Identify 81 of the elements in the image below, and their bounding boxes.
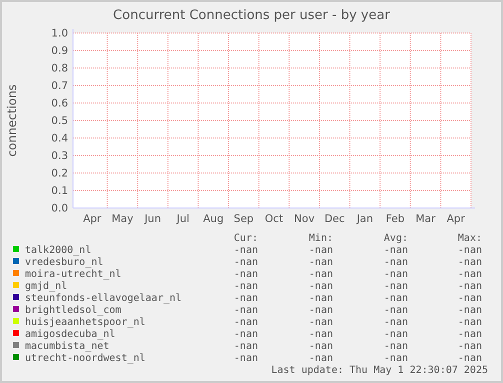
chart-title: Concurrent Connections per user - by year: [113, 8, 391, 23]
y-tick-label: 0.5: [51, 115, 68, 128]
x-tick-label: Mar: [416, 213, 436, 225]
text: -nan: [458, 269, 482, 280]
text: -nan: [384, 269, 408, 280]
legend-label: talk2000_nl: [25, 245, 92, 256]
legend-label: steunfonds-ellavogelaar_nl: [25, 293, 182, 304]
x-tick-label: Jun: [144, 213, 161, 225]
text: -nan: [234, 257, 258, 268]
text: -nan: [308, 317, 333, 328]
text: -nan: [308, 293, 333, 304]
text: -nan: [308, 281, 333, 292]
text: -nan: [458, 293, 482, 304]
y-tick-label: 0.6: [51, 98, 68, 110]
text: -nan: [384, 245, 408, 256]
y-tick-label: 1.0: [51, 28, 68, 40]
legend-label: moira-utrecht_nl: [25, 269, 122, 280]
x-tick-label: Apr: [83, 213, 102, 225]
text: -nan: [234, 269, 258, 280]
y-tick-label: 0.1: [51, 185, 68, 198]
legend-label: utrecht-noordwest_nl: [25, 353, 146, 364]
text: -nan: [308, 269, 333, 280]
text: -nan: [384, 305, 408, 316]
y-axis-title: connections: [5, 84, 19, 157]
text: -nan: [384, 257, 408, 268]
text: -nan: [308, 245, 333, 256]
text: -nan: [384, 317, 408, 328]
text: -nan: [458, 305, 482, 316]
text: -nan: [234, 353, 258, 364]
text: -nan: [234, 329, 258, 340]
legend-label: amigosdecuba_nl: [25, 329, 116, 340]
text: Max:: [458, 233, 482, 244]
text: -nan: [308, 305, 333, 316]
text: -nan: [458, 329, 482, 340]
x-tick-label: Sep: [234, 213, 254, 225]
text: -nan: [308, 329, 333, 340]
text: -nan: [234, 293, 258, 304]
x-tick-label: May: [112, 213, 134, 225]
legend-label: vredesburo_nl: [25, 257, 104, 268]
text: -nan: [308, 341, 333, 352]
text: -nan: [384, 281, 408, 292]
text: -nan: [384, 329, 408, 340]
text: -nan: [384, 353, 408, 364]
text: -nan: [308, 353, 333, 364]
y-tick-label: 0.4: [51, 132, 68, 145]
legend-label: macumbista_net: [25, 341, 110, 352]
text: -nan: [234, 341, 258, 352]
x-tick-label: Feb: [386, 213, 405, 225]
y-tick-label: 0.9: [51, 45, 68, 58]
text: -nan: [458, 281, 482, 292]
text: -nan: [458, 257, 482, 268]
y-tick-label: 0.3: [51, 150, 68, 162]
text: -nan: [384, 341, 408, 352]
x-tick-label: Oct: [264, 213, 284, 225]
x-tick-label: Jan: [356, 213, 374, 225]
text: -nan: [234, 305, 258, 316]
legend-label: gmjd_nl: [25, 281, 68, 292]
text: -nan: [384, 293, 408, 304]
text: -nan: [234, 245, 258, 256]
legend-label: brightledsol_com: [25, 305, 122, 316]
text: -nan: [308, 257, 333, 268]
x-tick-label: Apr: [446, 213, 466, 225]
x-tick-label: Jul: [176, 213, 190, 225]
legend-label: huisjeaanhetspoor_nl: [25, 317, 146, 328]
x-tick-label: Dec: [324, 213, 345, 225]
x-tick-label: Aug: [203, 213, 224, 225]
y-tick-label: 0.8: [51, 62, 68, 75]
y-tick-label: 0.7: [51, 80, 68, 92]
text: -nan: [458, 317, 482, 328]
y-tick-label: 0.2: [51, 168, 68, 180]
text: Last update: Thu May 1 22:30:07 2025: [271, 365, 488, 376]
text: -nan: [458, 341, 482, 352]
text: -nan: [458, 353, 482, 364]
text: Avg:: [384, 233, 408, 244]
text: Cur:: [234, 233, 258, 244]
text: -nan: [234, 281, 258, 292]
text: -nan: [234, 317, 258, 328]
x-tick-label: Nov: [294, 213, 315, 225]
text: Min:: [308, 233, 333, 244]
text: -nan: [458, 245, 482, 256]
y-tick-label: 0.0: [51, 202, 68, 215]
